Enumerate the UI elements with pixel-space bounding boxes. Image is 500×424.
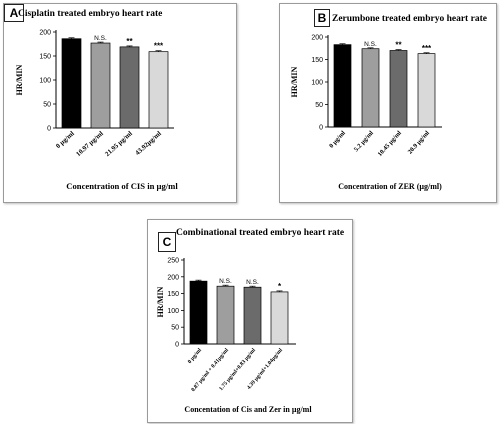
y-tick-label: 50	[171, 325, 179, 332]
y-tick-label: 150	[39, 54, 51, 61]
panel-a: A Cisplatin treated embryo heart rate 0 50…	[3, 3, 237, 203]
y-tick-label: 250	[167, 258, 179, 265]
x-tick-label: 0 µg/ml	[328, 129, 347, 149]
panel-b: B Zerumbone treated embryo heart rate 0 50…	[279, 3, 497, 203]
bar	[361, 48, 380, 128]
significance-label: N.S.	[94, 35, 107, 42]
x-tick-label: 20.9 µg/ml	[407, 129, 431, 155]
bar	[389, 50, 408, 128]
bar	[216, 285, 235, 345]
x-axis-label: Concentration of ZER (µg/ml)	[338, 182, 442, 191]
bar	[90, 42, 111, 129]
y-tick-label: 150	[311, 57, 323, 64]
y-tick-label: 50	[315, 102, 323, 109]
y-tick-label: 150	[167, 291, 179, 298]
chart-c: Combinational treated embryo heart rate 0…	[156, 228, 344, 414]
bar	[148, 51, 169, 129]
panel-letter-a: A	[4, 4, 24, 22]
panel-c: C Combinational treated embryo heart rat…	[147, 219, 353, 423]
bar	[189, 280, 208, 345]
significance-label: **	[126, 37, 133, 46]
y-axis-label: HR/MIN	[15, 64, 24, 95]
x-tick-label: 0 µg/ml	[187, 347, 203, 365]
y-tick-label: 0	[319, 125, 323, 132]
y-axis-label: HR/MIN	[290, 66, 299, 97]
x-tick-label: 10.97 µg/ml	[75, 130, 105, 158]
y-tick-label: 0	[47, 126, 51, 133]
x-axis-label: Concentation of Cis and Zer in µg/ml	[184, 405, 312, 414]
significance-label: ***	[154, 42, 164, 51]
x-tick-label: 5.2 µg/ml	[353, 129, 375, 153]
significance-label: *	[278, 282, 282, 291]
x-tick-label: 10.45 µg/ml	[377, 129, 404, 157]
y-tick-label: 200	[167, 274, 179, 281]
bar	[417, 53, 436, 128]
bar	[119, 46, 140, 129]
y-tick-label: 100	[167, 308, 179, 315]
x-tick-label: 21.95 µg/ml	[104, 130, 134, 158]
y-tick-label: 100	[311, 80, 323, 87]
significance-label: ***	[422, 44, 432, 53]
chart-a: Cisplatin treated embryo heart rate 0 50 10…	[15, 9, 178, 191]
significance-label: N.S.	[246, 279, 259, 286]
x-tick-label: 0 µg/ml	[55, 130, 76, 150]
chart-title: Cisplatin treated embryo heart rate	[18, 9, 162, 19]
y-tick-label: 100	[39, 78, 51, 85]
chart-title: Zerumbone treated embryo heart rate	[332, 14, 487, 24]
y-tick-label: 50	[43, 102, 51, 109]
y-tick-label: 200	[311, 35, 323, 42]
x-tick-label: 43.92µg/ml	[134, 130, 163, 157]
bar	[270, 291, 289, 345]
bar	[333, 44, 352, 128]
chart-title: Combinational treated embryo heart rate	[176, 228, 344, 238]
y-axis-label: HR/MIN	[156, 286, 165, 317]
significance-label: N.S.	[364, 41, 377, 48]
x-axis-label: Concentration of CIS in µg/ml	[66, 181, 178, 191]
panel-letter-b: B	[314, 9, 330, 27]
y-tick-label: 0	[175, 342, 179, 349]
chart-b: Zerumbone treated embryo heart rate 0 50 10…	[290, 14, 487, 191]
panel-letter-c: C	[158, 232, 176, 252]
significance-label: N.S.	[219, 278, 232, 285]
bar	[243, 286, 262, 345]
y-tick-label: 200	[39, 30, 51, 37]
bar	[61, 38, 82, 129]
significance-label: **	[395, 41, 402, 50]
